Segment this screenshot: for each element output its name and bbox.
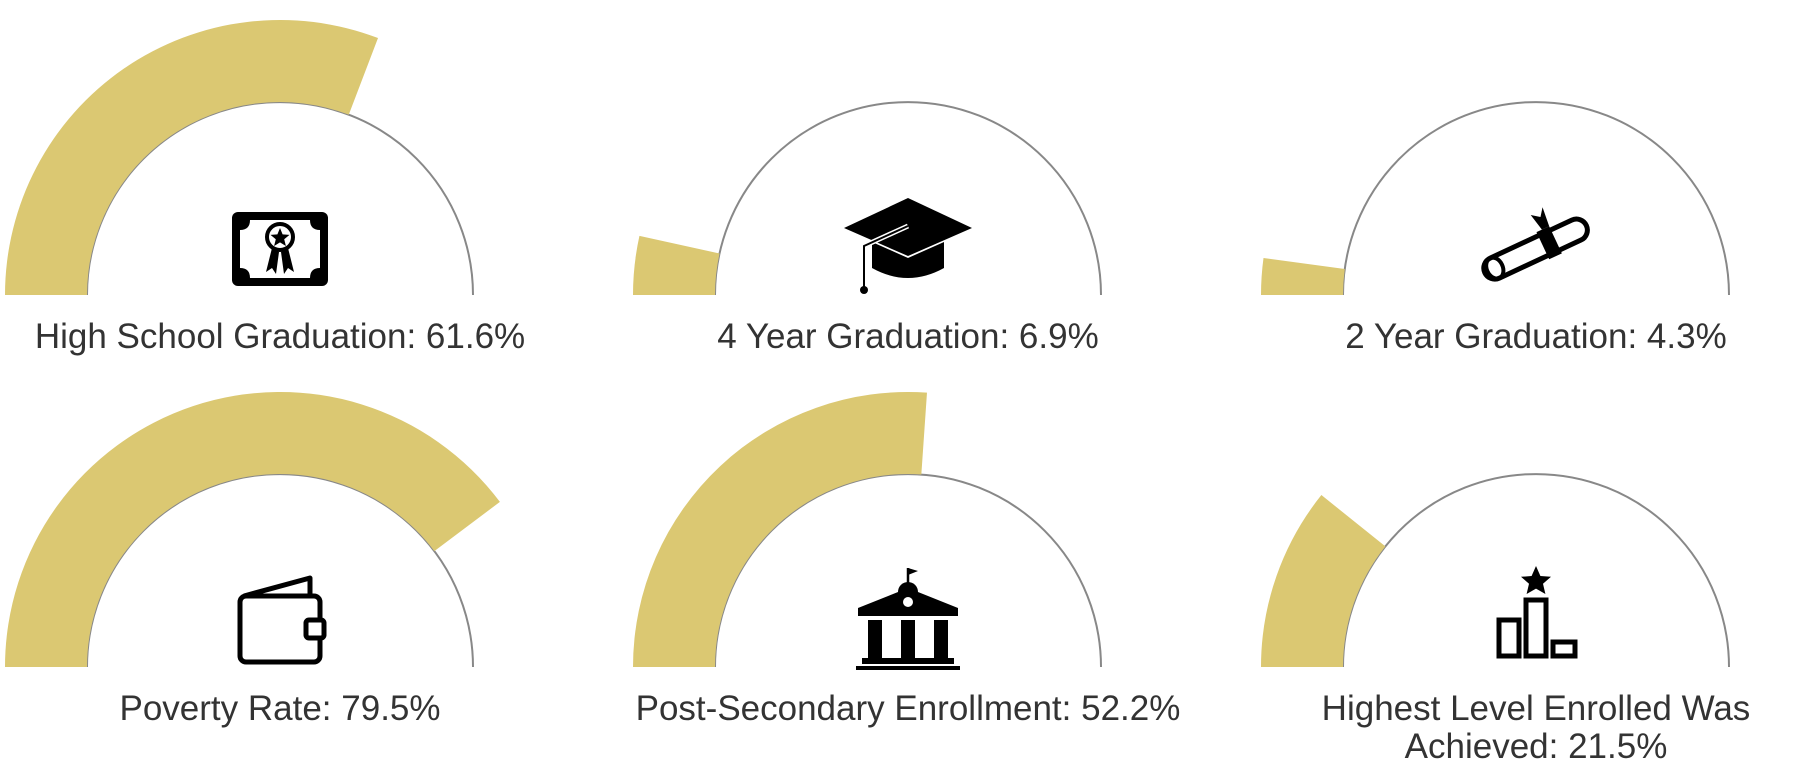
wallet-icon [210,562,350,672]
gauge-fill [1261,257,1345,295]
certificate-icon [210,190,350,300]
gauge-fill [633,235,720,295]
gauge-chart [5,19,474,296]
gauge-fill [1261,495,1386,667]
gauge-track [86,101,474,296]
university-building-icon [838,562,978,672]
gauge-2-year-graduation: 2 Year Graduation: 4.3% [1256,0,1816,370]
gauge-fill [5,392,500,667]
gauge-track [1342,473,1730,668]
gauge-highest-level-achieved: Highest Level Enrolled Was Achieved: 21.… [1256,372,1816,766]
gauge-chart [1261,101,1730,296]
gauge-chart [633,101,1102,296]
graduation-cap-icon [838,190,978,300]
gauge-track [714,101,1102,296]
gauge-poverty-rate: Poverty Rate: 79.5% [0,372,560,742]
gauge-post-secondary-enrollment: Post-Secondary Enrollment: 52.2% [628,372,1188,742]
gauge-track [1342,101,1730,296]
gauge-label: Poverty Rate: 79.5% [119,689,441,728]
gauge-label: Highest Level Enrolled Was Achieved: 21.… [1321,689,1751,766]
gauge-label: Post-Secondary Enrollment: 52.2% [635,689,1181,728]
diploma-scroll-icon [1466,190,1606,300]
gauge-track [86,473,474,668]
gauge-track [714,473,1102,668]
gauge-fill [633,391,927,667]
gauge-label: 4 Year Graduation: 6.9% [717,317,1099,356]
gauge-4-year-graduation: 4 Year Graduation: 6.9% [628,0,1188,370]
gauge-chart [5,392,500,668]
gauge-label: 2 Year Graduation: 4.3% [1345,317,1727,356]
gauge-chart [1261,473,1730,668]
gauge-fill [5,19,379,295]
gauge-chart [633,391,1102,668]
gauge-label: High School Graduation: 61.6% [34,317,526,356]
podium-star-icon [1466,562,1606,672]
gauge-high-school-graduation: High School Graduation: 61.6% [0,0,560,370]
